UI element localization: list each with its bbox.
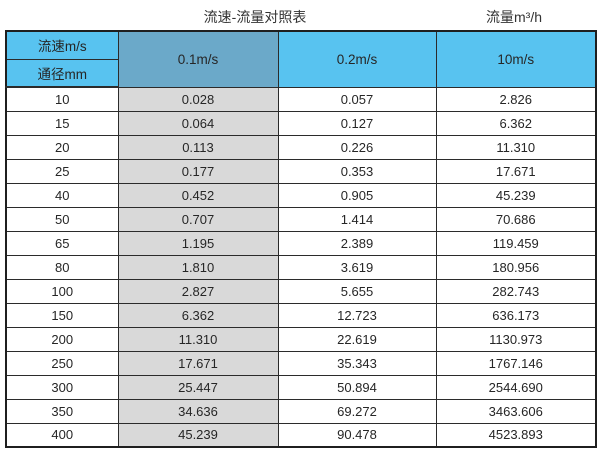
diameter-cell: 15: [5, 110, 119, 136]
table-row: 20 0.113 0.226 11.310: [5, 134, 597, 160]
diameter-cell: 400: [5, 422, 119, 448]
flow-cell-0_1ms: 0.113: [117, 134, 279, 160]
diameter-cell: 25: [5, 158, 119, 184]
flow-rate-table: 流速m/s 0.1m/s 0.2m/s 10m/s 通径mm 10 0.028 …: [5, 30, 597, 448]
header-col-0_2ms: 0.2m/s: [277, 30, 437, 88]
diameter-cell: 100: [5, 278, 119, 304]
flow-cell-0_2ms: 0.226: [277, 134, 437, 160]
flow-cell-10ms: 6.362: [435, 110, 597, 136]
table-row: 50 0.707 1.414 70.686: [5, 206, 597, 232]
diameter-cell: 200: [5, 326, 119, 352]
table-row: 15 0.064 0.127 6.362: [5, 110, 597, 136]
flow-cell-0_2ms: 50.894: [277, 374, 437, 400]
table-body: 10 0.028 0.057 2.826 15 0.064 0.127 6.36…: [5, 86, 597, 448]
table-row: 350 34.636 69.272 3463.606: [5, 398, 597, 424]
flow-cell-0_1ms: 11.310: [117, 326, 279, 352]
flow-cell-10ms: 282.743: [435, 278, 597, 304]
header-col-10ms: 10m/s: [435, 30, 597, 88]
flow-cell-0_1ms: 1.810: [117, 254, 279, 280]
diameter-cell: 65: [5, 230, 119, 256]
flow-cell-0_1ms: 0.177: [117, 158, 279, 184]
flow-cell-10ms: 180.956: [435, 254, 597, 280]
flow-cell-0_1ms: 17.671: [117, 350, 279, 376]
table-caption-bar: 流速-流量对照表 流量m³/h: [0, 0, 600, 30]
flow-cell-0_2ms: 0.057: [277, 86, 437, 112]
table-row: 25 0.177 0.353 17.671: [5, 158, 597, 184]
flow-cell-10ms: 1767.146: [435, 350, 597, 376]
table-title: 流速-流量对照表: [203, 9, 307, 25]
table-row: 40 0.452 0.905 45.239: [5, 182, 597, 208]
flow-cell-10ms: 70.686: [435, 206, 597, 232]
diameter-cell: 40: [5, 182, 119, 208]
flow-cell-0_1ms: 2.827: [117, 278, 279, 304]
flow-cell-10ms: 11.310: [435, 134, 597, 160]
flow-cell-10ms: 17.671: [435, 158, 597, 184]
flow-cell-10ms: 2.826: [435, 86, 597, 112]
flow-cell-0_2ms: 2.389: [277, 230, 437, 256]
table-row: 65 1.195 2.389 119.459: [5, 230, 597, 256]
flow-cell-0_2ms: 22.619: [277, 326, 437, 352]
table-row: 200 11.310 22.619 1130.973: [5, 326, 597, 352]
table-row: 80 1.810 3.619 180.956: [5, 254, 597, 280]
flow-cell-10ms: 45.239: [435, 182, 597, 208]
flow-cell-0_1ms: 0.707: [117, 206, 279, 232]
table-row: 150 6.362 12.723 636.173: [5, 302, 597, 328]
flow-cell-10ms: 1130.973: [435, 326, 597, 352]
flow-cell-10ms: 636.173: [435, 302, 597, 328]
table-row: 400 45.239 90.478 4523.893: [5, 422, 597, 448]
flow-cell-0_2ms: 12.723: [277, 302, 437, 328]
flow-cell-0_1ms: 1.195: [117, 230, 279, 256]
flow-cell-0_2ms: 1.414: [277, 206, 437, 232]
flow-cell-10ms: 4523.893: [435, 422, 597, 448]
table-row: 250 17.671 35.343 1767.146: [5, 350, 597, 376]
flow-cell-0_2ms: 0.127: [277, 110, 437, 136]
diameter-cell: 10: [5, 86, 119, 112]
table-row: 100 2.827 5.655 282.743: [5, 278, 597, 304]
header-diameter-label: 通径mm: [5, 58, 119, 88]
flow-cell-0_1ms: 6.362: [117, 302, 279, 328]
diameter-cell: 300: [5, 374, 119, 400]
flow-cell-0_2ms: 0.905: [277, 182, 437, 208]
flow-cell-0_1ms: 0.452: [117, 182, 279, 208]
header-velocity-label: 流速m/s: [5, 30, 119, 60]
table-header: 流速m/s 0.1m/s 0.2m/s 10m/s 通径mm: [5, 30, 597, 88]
flow-cell-10ms: 3463.606: [435, 398, 597, 424]
table-row: 10 0.028 0.057 2.826: [5, 86, 597, 112]
diameter-cell: 250: [5, 350, 119, 376]
diameter-cell: 50: [5, 206, 119, 232]
diameter-cell: 80: [5, 254, 119, 280]
flow-cell-0_2ms: 69.272: [277, 398, 437, 424]
flow-cell-0_2ms: 5.655: [277, 278, 437, 304]
flow-cell-0_1ms: 34.636: [117, 398, 279, 424]
diameter-cell: 350: [5, 398, 119, 424]
flow-cell-10ms: 2544.690: [435, 374, 597, 400]
flow-cell-10ms: 119.459: [435, 230, 597, 256]
flow-cell-0_2ms: 35.343: [277, 350, 437, 376]
flow-unit-label: 流量m³/h: [486, 9, 542, 25]
table-row: 300 25.447 50.894 2544.690: [5, 374, 597, 400]
flow-cell-0_2ms: 3.619: [277, 254, 437, 280]
flow-cell-0_1ms: 45.239: [117, 422, 279, 448]
flow-cell-0_2ms: 0.353: [277, 158, 437, 184]
diameter-cell: 150: [5, 302, 119, 328]
diameter-cell: 20: [5, 134, 119, 160]
header-col-0_1ms: 0.1m/s: [117, 30, 279, 88]
flow-cell-0_1ms: 0.028: [117, 86, 279, 112]
flow-cell-0_1ms: 25.447: [117, 374, 279, 400]
flow-cell-0_2ms: 90.478: [277, 422, 437, 448]
flow-cell-0_1ms: 0.064: [117, 110, 279, 136]
